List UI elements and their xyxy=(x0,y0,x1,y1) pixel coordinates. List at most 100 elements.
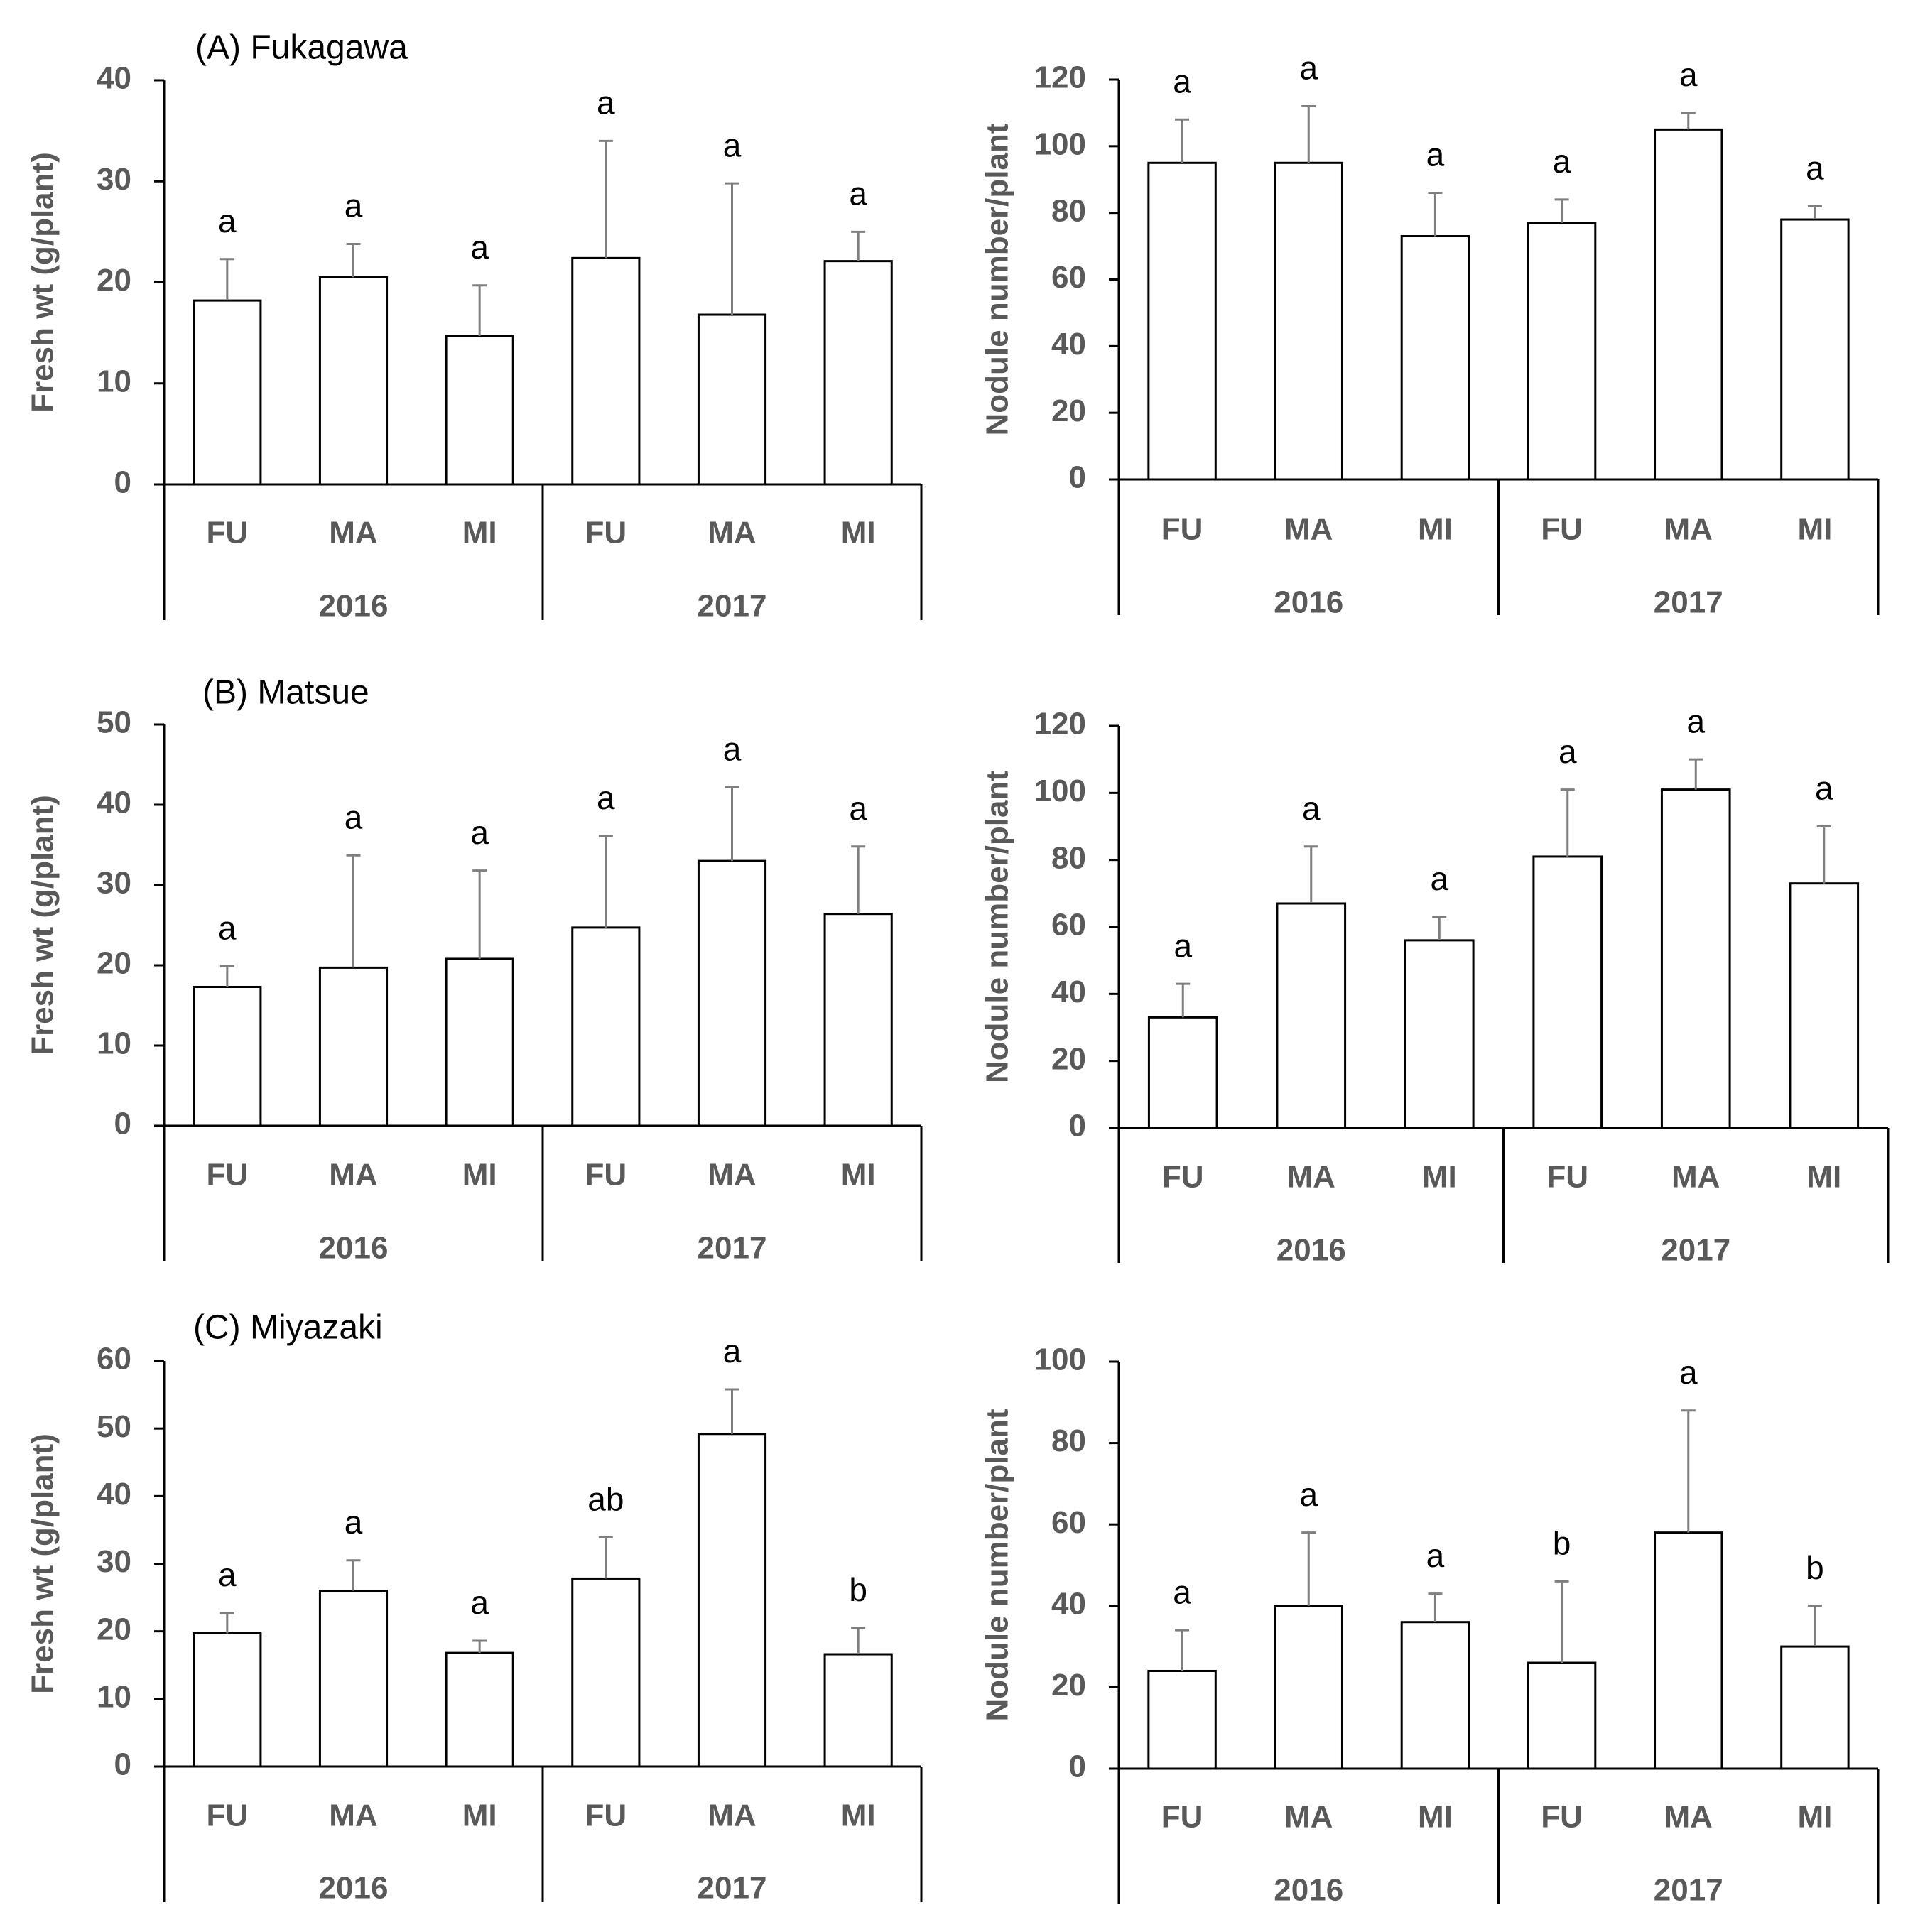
bar-ma-4 xyxy=(1654,1531,1723,1770)
x-category-label: MA xyxy=(708,516,756,550)
group-label-2017: 2017 xyxy=(1654,1873,1723,1908)
group-label-2017: 2017 xyxy=(1661,1233,1730,1268)
chart-panel-5: Nodule number/plant 0 20 40 60 80 100 2016 2017 a… xyxy=(980,1342,1880,1908)
y-tick-label: 60 xyxy=(97,1342,131,1377)
bar-mi-5 xyxy=(1789,882,1860,1129)
x-category-label: MI xyxy=(462,1798,497,1833)
bar-fu-3 xyxy=(1527,1661,1597,1770)
x-category-label: MA xyxy=(1664,512,1713,547)
x-category-label: FU xyxy=(585,516,627,550)
y-tick-label: 50 xyxy=(97,705,131,740)
y-tick-label: 40 xyxy=(1051,327,1086,362)
chart-title: (A) Fukagawa xyxy=(195,29,408,67)
x-category-label: FU xyxy=(585,1158,627,1193)
significance-letter: a xyxy=(1815,770,1833,807)
y-tick-label: 40 xyxy=(1051,975,1086,1009)
y-axis-label: Nodule number/plant xyxy=(980,1409,1015,1721)
bar-mi-2 xyxy=(445,957,514,1127)
x-category-label: MA xyxy=(329,1158,377,1193)
y-axis-label: Fresh wt (g/plant) xyxy=(26,1433,60,1694)
significance-letter: a xyxy=(1426,136,1445,173)
y-tick-label: 30 xyxy=(97,1544,131,1579)
significance-letter: a xyxy=(1299,1476,1318,1513)
x-category-label: FU xyxy=(207,1798,249,1833)
y-tick-label: 0 xyxy=(1069,1109,1086,1144)
x-category-label: MI xyxy=(462,516,497,550)
chart-panel-3: Nodule number/plant 0 20 40 60 80 100 120 2016 20… xyxy=(980,702,1890,1268)
significance-letter: a xyxy=(345,188,363,224)
x-category-label: MA xyxy=(708,1158,756,1193)
group-label-2017: 2017 xyxy=(698,589,767,624)
y-tick-label: 10 xyxy=(97,1026,131,1061)
bar-ma-4 xyxy=(697,859,767,1127)
y-tick-label: 0 xyxy=(114,1747,131,1782)
significance-letter: a xyxy=(1686,702,1705,739)
significance-letter: a xyxy=(1559,733,1577,770)
x-category-label: MA xyxy=(329,516,377,550)
bar-fu-0 xyxy=(193,986,262,1127)
bar-mi-2 xyxy=(445,335,514,486)
bar-mi-2 xyxy=(1400,235,1470,481)
significance-letter: a xyxy=(1173,63,1191,99)
group-label-2016: 2016 xyxy=(1276,1233,1346,1268)
bar-fu-3 xyxy=(571,1577,641,1768)
x-category-label: MI xyxy=(841,1798,876,1833)
significance-letter: a xyxy=(1299,50,1318,87)
x-category-label: FU xyxy=(1161,512,1203,547)
y-tick-label: 60 xyxy=(1051,260,1086,295)
chart-panel-0: (A) Fukagawa Fresh wt (g/plant) 0 10 20 30 40 2… xyxy=(26,29,923,624)
y-tick-label: 0 xyxy=(1069,460,1086,495)
chart-title: (C) Miyazaki xyxy=(193,1309,383,1347)
x-category-label: MI xyxy=(1806,1160,1841,1195)
y-tick-label: 50 xyxy=(97,1409,131,1444)
bar-ma-4 xyxy=(697,313,767,486)
y-tick-label: 40 xyxy=(97,1477,131,1512)
y-tick-label: 20 xyxy=(1051,1668,1086,1703)
bar-fu-0 xyxy=(1147,1016,1218,1129)
significance-letter: a xyxy=(1173,1573,1191,1610)
y-tick-label: 0 xyxy=(114,465,131,500)
y-tick-label: 10 xyxy=(97,1679,131,1714)
bar-fu-0 xyxy=(193,299,262,486)
y-tick-label: 20 xyxy=(97,1612,131,1646)
bar-mi-2 xyxy=(1400,1621,1470,1770)
significance-letter: a xyxy=(723,126,742,163)
bar-ma-4 xyxy=(1654,128,1723,481)
x-category-label: FU xyxy=(1541,512,1583,547)
x-category-label: MA xyxy=(1671,1160,1720,1195)
bar-ma-1 xyxy=(1276,902,1347,1129)
significance-letter: a xyxy=(1679,1354,1698,1391)
bar-mi-5 xyxy=(823,1653,893,1768)
y-tick-label: 20 xyxy=(97,263,131,298)
group-label-2017: 2017 xyxy=(698,1871,767,1906)
x-category-label: FU xyxy=(1546,1160,1588,1195)
x-category-label: FU xyxy=(1541,1800,1583,1835)
bar-ma-4 xyxy=(697,1433,767,1768)
significance-letter: a xyxy=(1430,860,1448,897)
significance-letter: a xyxy=(597,85,615,121)
y-axis-label: Nodule number/plant xyxy=(980,771,1015,1083)
bar-mi-5 xyxy=(1780,1645,1850,1770)
bar-mi-5 xyxy=(1780,218,1850,481)
bar-fu-0 xyxy=(193,1632,262,1768)
y-tick-label: 100 xyxy=(1034,126,1086,161)
y-tick-label: 40 xyxy=(97,786,131,820)
bar-mi-2 xyxy=(1404,939,1475,1129)
significance-letter: a xyxy=(1806,149,1824,186)
y-tick-label: 120 xyxy=(1034,707,1086,742)
significance-letter: b xyxy=(849,1571,867,1608)
y-axis-label: Fresh wt (g/plant) xyxy=(26,795,60,1055)
x-category-label: MA xyxy=(1287,1160,1335,1195)
bar-ma-1 xyxy=(1274,161,1343,481)
significance-letter: a xyxy=(723,1333,742,1369)
group-label-2017: 2017 xyxy=(698,1231,767,1266)
x-category-label: MI xyxy=(1418,512,1453,547)
significance-letter: a xyxy=(1553,143,1571,180)
bar-mi-5 xyxy=(823,260,893,486)
group-label-2017: 2017 xyxy=(1654,585,1723,620)
y-axis-label: Fresh wt (g/plant) xyxy=(26,152,60,413)
significance-letter: a xyxy=(470,814,489,851)
x-category-label: FU xyxy=(207,516,249,550)
significance-letter: a xyxy=(1173,927,1192,964)
y-tick-label: 120 xyxy=(1034,60,1086,95)
